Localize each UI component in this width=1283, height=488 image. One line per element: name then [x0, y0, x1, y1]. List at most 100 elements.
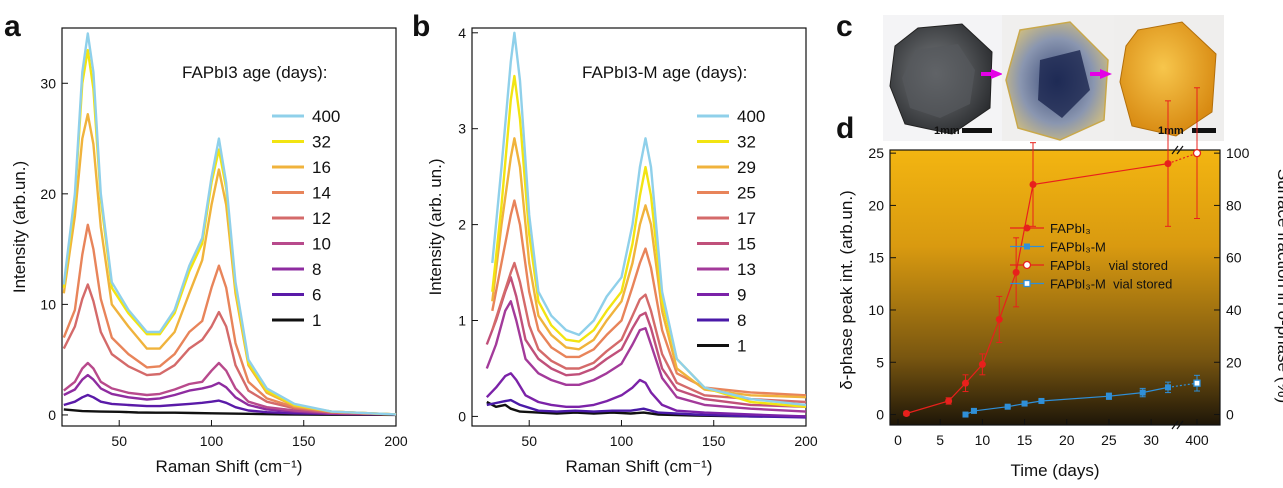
yellow-crystal-image: [1119, 21, 1217, 137]
series-line-1: [63, 408, 397, 417]
y-tick-label: 20: [868, 197, 884, 213]
y2-tick-label: 0: [1226, 407, 1234, 423]
plot-frame-a: [61, 27, 397, 427]
series-line-32: [62, 48, 397, 416]
legend-label: 32: [737, 133, 756, 152]
x-tick-label: 15: [1017, 432, 1033, 448]
x-tick-label: 150: [702, 433, 726, 449]
legend-title: FAPbI3-M age (days):: [582, 63, 747, 82]
legend-label: 15: [737, 235, 756, 254]
axis-ticks-a: 50 100 150 200 0 10 20 30: [40, 75, 407, 449]
x-tick-label: 400: [1185, 432, 1209, 448]
legend-a: FAPbI3 age (days): 400 32 16 14 12 10 8 6 1: [182, 63, 340, 330]
series-line: [965, 386, 1169, 416]
legend-label: 8: [312, 260, 321, 279]
x-tick-label: 25: [1101, 432, 1117, 448]
axis-break-top: [1171, 145, 1184, 155]
legend-title: FAPbI3 age (days):: [182, 63, 328, 82]
data-point: [1139, 389, 1146, 396]
y2-tick-label: 100: [1226, 145, 1250, 161]
y-tick-label: 5: [876, 354, 884, 370]
data-point: [902, 409, 910, 417]
axis-ticks-b: 50 100 150 200 0 1 2 3 4: [458, 25, 818, 449]
x-tick-label: 100: [200, 433, 224, 449]
series-line-17: [491, 261, 807, 404]
legend-label: 400: [737, 107, 765, 126]
series-line-6: [63, 393, 397, 416]
series-line-29: [491, 137, 807, 399]
scale-label-1: 1mm: [934, 125, 960, 137]
legend-label: 32: [312, 133, 331, 152]
panel-label-c: c: [836, 10, 853, 43]
chart-panel-d: 0 5 10 15 20 25 30 400 0 5 10 15 20 25 0 20 40 60 80 100 FA…: [837, 87, 1283, 480]
dark-core: [1038, 50, 1090, 118]
legend-label: 12: [312, 209, 331, 228]
panel-label-d: d: [836, 112, 854, 145]
plot-area-d: [889, 149, 1221, 426]
scale-bar-3: [1192, 128, 1216, 133]
y-tick-label: 0: [876, 407, 884, 423]
data-point: [1165, 384, 1171, 391]
y-axis-label-b: Intensity (arb. un.): [426, 158, 445, 295]
legend-label: 16: [312, 158, 331, 177]
legend-b: FAPbI3-M age (days): 400 32 29 25 17 15 13 9 8 1: [582, 63, 765, 356]
series-line-14: [62, 223, 397, 416]
series-group-d: [902, 87, 1202, 418]
series-line-400: [62, 32, 397, 416]
data-point-vial: [1193, 379, 1201, 387]
panel-label-a: a: [4, 10, 21, 43]
series-line-10: [63, 361, 397, 416]
x-tick-label: 100: [610, 433, 634, 449]
chart-panel-a: 50 100 150 200 0 10 20 30 FAPbI3 age (days): 400…: [10, 27, 408, 476]
legend-label: 1: [737, 337, 746, 356]
y-tick-label: 0: [48, 407, 56, 423]
x-tick-label: 30: [1143, 432, 1159, 448]
legend-marker: [1023, 279, 1031, 288]
legend-label: FAPbI₃-M: [1050, 240, 1106, 255]
series-group-b: [485, 31, 807, 419]
data-point: [978, 360, 986, 368]
legend-label: 25: [737, 184, 756, 203]
x-tick-label: 150: [292, 433, 316, 449]
legend-label: 17: [737, 209, 756, 228]
series-line-9: [485, 372, 807, 418]
data-point: [1012, 268, 1020, 276]
legend-label: 29: [737, 158, 756, 177]
x-tick-label: 0: [894, 432, 902, 448]
x-tick-label: 5: [936, 432, 944, 448]
data-point: [1029, 181, 1037, 189]
series-line-400: [491, 31, 807, 407]
y-tick-label: 25: [868, 145, 884, 161]
chart-panel-b: 50 100 150 200 0 1 2 3 4 FAPbI3-M age (days): 400…: [426, 25, 818, 476]
y2-tick-label: 40: [1226, 302, 1242, 318]
y-tick-label: 1: [458, 313, 466, 329]
legend-label: FAPbI₃: [1050, 221, 1091, 236]
data-point: [1004, 403, 1011, 410]
legend-label: 6: [312, 286, 321, 305]
series-line-8: [486, 398, 807, 419]
x-tick-label: 200: [794, 433, 818, 449]
y-tick-label: 30: [40, 75, 56, 91]
y-axis-label-a: Intensity (arb.un.): [10, 161, 29, 293]
x-tick-label: 200: [384, 433, 408, 449]
y-tick-label: 10: [868, 302, 884, 318]
y-axis-label-d: δ-phase peak int. (arb.un.): [837, 190, 856, 389]
axis-break-bottom: [1171, 420, 1184, 430]
legend-marker: [1023, 224, 1031, 232]
y-tick-label: 4: [458, 25, 466, 41]
series-line-8: [63, 373, 397, 416]
data-point: [970, 407, 977, 414]
y2-axis-label-d: Surface fraction in δ-phase (%): [1274, 169, 1283, 403]
legend-label: FAPbI₃-M vial stored: [1050, 277, 1172, 292]
data-point: [945, 397, 953, 405]
scale-bar-1: [962, 128, 992, 133]
data-point: [1021, 400, 1028, 407]
legend-label: 400: [312, 107, 340, 126]
data-point: [962, 379, 969, 387]
x-tick-label: 20: [1059, 432, 1075, 448]
y2-tick-label: 20: [1226, 354, 1242, 370]
x-axis-label-a: Raman Shift (cm⁻¹): [156, 457, 303, 476]
y-tick-label: 20: [40, 186, 56, 202]
crystal-facet: [902, 44, 975, 118]
